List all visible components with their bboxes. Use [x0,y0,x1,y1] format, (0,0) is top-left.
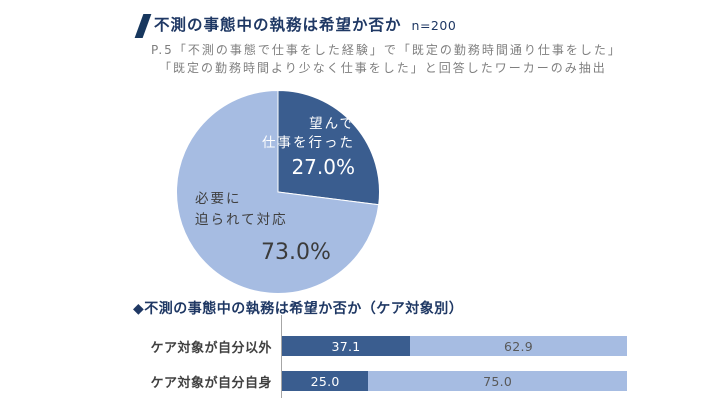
bar-value: 37.1 [331,338,361,354]
bar-chart-title: ◆不測の事態中の執務は希望か否か（ケア対象別） [133,301,464,317]
bar-value: 25.0 [310,373,340,389]
pie-label-desired-line: 仕事を行った [262,135,355,151]
bar-value: 62.9 [503,338,533,354]
bar-category-label: ケア対象が自分以外 [150,340,272,356]
bar-segment-necessity: 62.9 [409,336,627,356]
bar-row: ケア対象が自分以外 37.1 62.9 [132,336,627,356]
pie-label-necessity-line: 迫られて対応 [195,212,288,228]
bar-segments: 37.1 62.9 [282,336,627,356]
header: 不測の事態中の執務は希望か否か n=200 [154,13,456,35]
page-title: 不測の事態中の執務は希望か否か [154,16,402,34]
bar-chart: ケア対象が自分以外 37.1 62.9 ケア対象が自分自身 25.0 75.0 [132,336,627,406]
pie-chart [176,89,380,294]
subtitle-line: P.5「不測の事態で仕事をした経験」で「既定の勤務時間通り仕事をした」 [151,43,622,57]
subtitle-line: 「既定の勤務時間より少なく仕事をした」と回答したワーカーのみ抽出 [159,61,607,75]
pie-label-necessity-line: 必要に [195,191,242,207]
pie-value-desired: 27.0% [291,155,355,179]
pie-slice-1 [176,89,380,294]
subtitle: P.5「不測の事態で仕事をした経験」で「既定の勤務時間通り仕事をした」 「既定の… [151,41,622,77]
title-slash-icon [134,14,152,38]
bar-category-label: ケア対象が自分自身 [150,375,272,391]
bar-value: 75.0 [483,373,513,389]
bar-segment-desired: 25.0 [282,371,369,391]
bar-segment-desired: 37.1 [282,336,410,356]
pie-value-necessity: 73.0% [261,240,331,265]
sample-size: n=200 [411,18,457,33]
pie-label-desired-line: 望んで [309,116,355,132]
bar-row: ケア対象が自分自身 25.0 75.0 [132,371,627,391]
pie-label-necessity: 必要に 迫られて対応 [195,189,288,231]
pie-label-desired: 望んで 仕事を行った 27.0% [200,115,355,180]
bar-segments: 25.0 75.0 [282,371,627,391]
bar-segment-necessity: 75.0 [368,371,627,391]
pie-slice-0 [277,89,380,206]
bar-axis-line [281,315,282,398]
